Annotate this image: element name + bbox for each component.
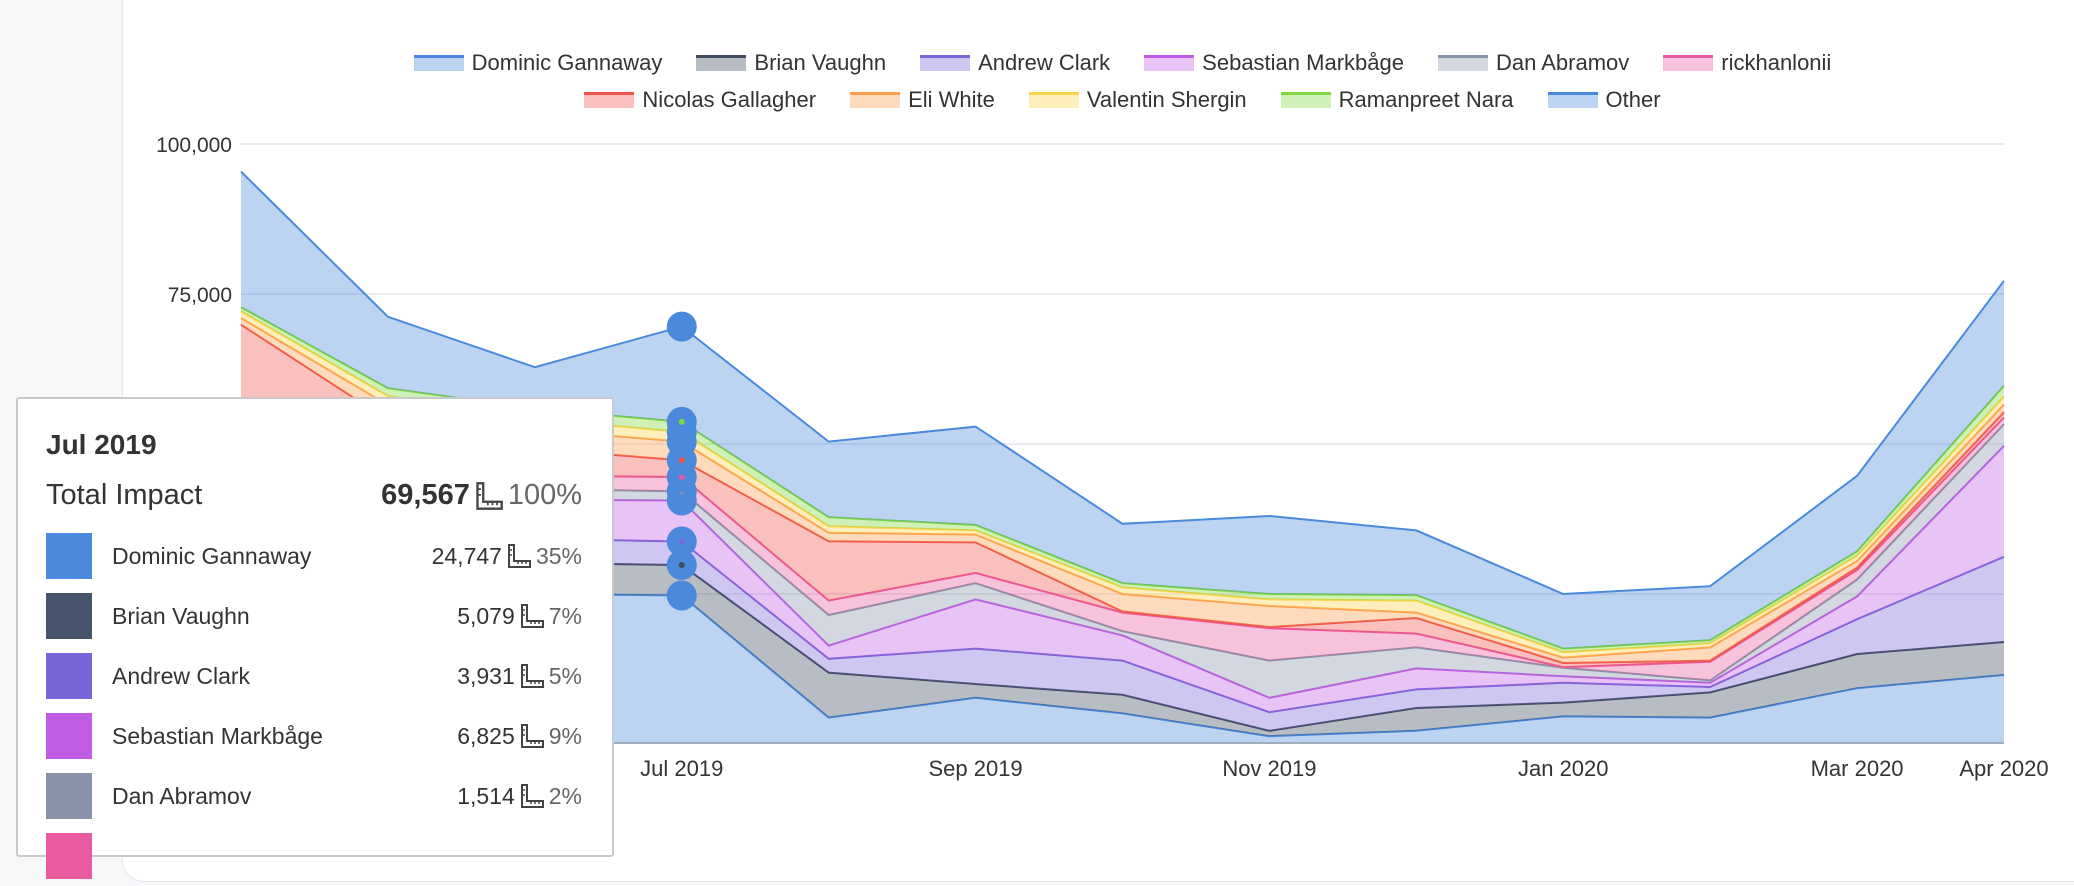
series-swatch — [46, 593, 92, 639]
legend-swatch — [1437, 55, 1488, 71]
legend-item[interactable]: rickhanlonii — [1663, 50, 1831, 76]
legend-row: Dominic Gannaway Brian Vaughn Andrew Clark… — [413, 50, 1831, 76]
y-tick-label: 100,000 — [156, 134, 232, 157]
x-tick-label: Sep 2019 — [928, 756, 1022, 781]
x-tick-label: Mar 2020 — [1811, 756, 1904, 781]
series-pct: 2% — [548, 782, 582, 809]
series-swatch — [46, 833, 92, 879]
area-dominic-gannaway — [241, 576, 2004, 744]
hover-marker-dot — [678, 418, 685, 425]
hover-marker-dot — [678, 562, 685, 569]
series-swatch — [46, 713, 92, 759]
series-value: 24,747 — [431, 542, 502, 569]
legend-swatch — [696, 55, 747, 71]
tooltip-row: Dominic Gannaway 24,747 35% — [46, 526, 582, 586]
legend-swatch — [413, 55, 464, 71]
tooltip-title: Jul 2019 — [46, 429, 157, 460]
legend-label: rickhanlonii — [1721, 50, 1832, 75]
legend-label: Eli White — [908, 87, 995, 112]
legend-label: Nicolas Gallagher — [642, 87, 817, 112]
legend-label: Other — [1605, 87, 1661, 112]
ruler-icon — [520, 664, 544, 688]
legend-swatch — [1028, 92, 1079, 108]
series-name: Brian Vaughn — [112, 602, 250, 629]
series-pct: 5% — [548, 662, 582, 689]
series-pct: 35% — [535, 542, 582, 569]
legend-item[interactable]: Dan Abramov — [1437, 50, 1630, 76]
total-label: Total Impact — [46, 479, 203, 511]
legend-swatch — [1547, 92, 1598, 108]
series-name: Sebastian Markbåge — [112, 722, 323, 749]
legend-item[interactable]: Other — [1547, 87, 1661, 113]
hover-marker-dot — [678, 323, 685, 330]
series-pct: 7% — [548, 602, 582, 629]
line-other — [240, 170, 2005, 596]
legend-item[interactable]: Eli White — [850, 87, 995, 113]
hover-marker-dot — [678, 457, 685, 464]
legend-item[interactable]: Brian Vaughn — [696, 50, 886, 76]
tooltip-row: Dan Abramov 1,514 2% — [46, 766, 582, 826]
legend-label: Brian Vaughn — [754, 50, 887, 75]
tooltip-row: Brian Vaughn 5,079 7% — [46, 586, 582, 646]
tooltip-total-row: Total Impact 69,567 100% — [46, 479, 582, 512]
total-value: 69,567 — [381, 479, 470, 511]
x-tick-label: Jan 2020 — [1518, 756, 1609, 781]
legend-swatch — [584, 92, 635, 108]
legend-swatch — [850, 92, 901, 108]
x-tick-label: Nov 2019 — [1222, 756, 1316, 781]
y-tick-label: 75,000 — [168, 284, 232, 307]
series-value: 6,825 — [457, 722, 515, 749]
legend-item[interactable]: Nicolas Gallagher — [584, 87, 816, 113]
legend-item[interactable]: Andrew Clark — [920, 50, 1110, 76]
legend-swatch — [920, 55, 971, 71]
legend-item[interactable]: Dominic Gannaway — [413, 50, 663, 76]
legend-label: Sebastian Markbåge — [1202, 50, 1404, 75]
legend-label: Ramanpreet Nara — [1338, 87, 1514, 112]
series-swatch — [46, 533, 92, 579]
ruler-icon — [520, 784, 544, 808]
legend-swatch — [1663, 55, 1714, 71]
hover-marker-dot — [678, 474, 685, 481]
series-name: Dominic Gannaway — [112, 542, 312, 569]
legend-swatch — [1280, 92, 1331, 108]
tooltip-row: Sebastian Markbåge 6,825 9% — [46, 706, 582, 766]
series-name: Dan Abramov — [112, 782, 252, 809]
tooltip-row: Andrew Clark 3,931 5% — [46, 646, 582, 706]
ruler-icon — [476, 481, 503, 510]
legend-label: Dan Abramov — [1495, 50, 1630, 75]
legend-label: Andrew Clark — [978, 50, 1111, 75]
x-tick-label: Apr 2020 — [1959, 756, 2048, 781]
legend-row: Nicolas Gallagher Eli White Valentin Sherg… — [584, 87, 1661, 113]
series-value: 5,079 — [457, 602, 515, 629]
total-pct: 100% — [507, 479, 582, 511]
legend-item[interactable]: Sebastian Markbåge — [1144, 50, 1404, 76]
hover-marker-dot — [678, 592, 685, 599]
ruler-icon — [507, 544, 531, 568]
tooltip-row-partial — [46, 826, 582, 886]
ruler-icon — [520, 724, 544, 748]
chart-legend: Dominic Gannaway Brian Vaughn Andrew Clark… — [241, 50, 2004, 113]
ruler-icon — [520, 604, 544, 628]
x-tick-label: Jul 2019 — [640, 756, 723, 781]
series-swatch — [46, 773, 92, 819]
series-pct: 9% — [548, 722, 582, 749]
chart-tooltip: Jul 2019 Total Impact 69,567 100% Domini… — [16, 397, 614, 879]
legend-label: Valentin Shergin — [1086, 87, 1247, 112]
series-swatch — [46, 653, 92, 699]
series-name: Andrew Clark — [112, 662, 251, 689]
legend-item[interactable]: Valentin Shergin — [1028, 87, 1247, 113]
legend-item[interactable]: Ramanpreet Nara — [1280, 87, 1514, 113]
hover-marker-dot — [678, 538, 685, 545]
series-value: 1,514 — [457, 782, 515, 809]
series-value: 3,931 — [457, 662, 515, 689]
legend-label: Dominic Gannaway — [471, 50, 663, 75]
legend-swatch — [1144, 55, 1195, 71]
